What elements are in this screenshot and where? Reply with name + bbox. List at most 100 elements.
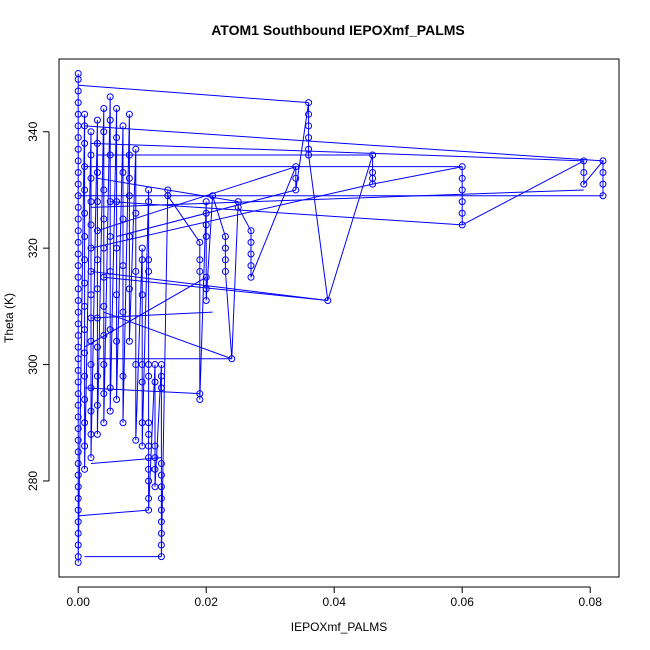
data-point (87, 267, 95, 275)
data-point (113, 244, 121, 252)
data-point (247, 227, 255, 235)
data-point (119, 168, 127, 176)
data-point (157, 471, 165, 479)
data-point (247, 273, 255, 281)
data-point (157, 506, 165, 514)
data-point (125, 151, 133, 159)
series-points (74, 70, 607, 566)
data-point (74, 343, 82, 351)
data-point (74, 355, 82, 363)
data-point (202, 198, 210, 206)
data-point (202, 297, 210, 305)
data-point (145, 372, 153, 380)
data-point (305, 122, 313, 130)
data-point (202, 233, 210, 241)
data-point (369, 180, 377, 188)
connector-line (97, 166, 296, 232)
data-point (74, 471, 82, 479)
data-point (74, 483, 82, 491)
plot-area-border (58, 58, 620, 578)
data-point (132, 267, 140, 275)
data-point (74, 238, 82, 246)
data-point (151, 465, 159, 473)
data-point (93, 401, 101, 409)
data-point (196, 256, 204, 264)
data-point (164, 192, 172, 200)
connector-line (103, 311, 232, 360)
data-point (247, 250, 255, 258)
connector-line (84, 276, 207, 348)
data-point (100, 186, 108, 194)
data-point (292, 186, 300, 194)
data-point (74, 250, 82, 258)
data-point (113, 337, 121, 345)
y-tick-label: 300 (26, 354, 40, 374)
data-point (81, 395, 89, 403)
data-point (125, 174, 133, 182)
data-point (87, 151, 95, 159)
data-point (247, 238, 255, 246)
data-point (74, 87, 82, 95)
data-point (74, 308, 82, 316)
data-point (113, 198, 121, 206)
data-point (93, 372, 101, 380)
data-point (93, 116, 101, 124)
data-point (87, 244, 95, 252)
data-point (93, 285, 101, 293)
data-point (599, 192, 607, 200)
data-point (93, 256, 101, 264)
data-point (305, 151, 313, 159)
data-point (74, 168, 82, 176)
data-point (157, 384, 165, 392)
data-point (145, 477, 153, 485)
data-point (87, 361, 95, 369)
data-point (74, 285, 82, 293)
data-point (113, 291, 121, 299)
x-tick-label: 0.04 (323, 595, 347, 609)
data-point (125, 337, 133, 345)
data-point (87, 384, 95, 392)
data-point (93, 343, 101, 351)
data-point (74, 390, 82, 398)
series-path (77, 73, 604, 563)
data-point (305, 134, 313, 142)
data-point (145, 186, 153, 194)
data-point (157, 553, 165, 561)
data-point (145, 198, 153, 206)
data-point (87, 174, 95, 182)
connector-line (90, 311, 213, 319)
data-point (106, 151, 114, 159)
data-point (202, 209, 210, 217)
data-point (106, 384, 114, 392)
y-tick-label: 340 (26, 121, 40, 141)
data-point (113, 134, 121, 142)
data-point (81, 465, 89, 473)
x-tick-label: 0.00 (67, 595, 91, 609)
data-point (106, 116, 114, 124)
connector-line (90, 142, 584, 162)
data-point (157, 361, 165, 369)
data-point (74, 494, 82, 502)
data-point (106, 267, 114, 275)
data-point (74, 378, 82, 386)
data-point (599, 157, 607, 165)
data-point (132, 145, 140, 153)
data-point (87, 221, 95, 229)
data-point (113, 104, 121, 112)
data-point (145, 267, 153, 275)
x-axis-label: IEPOXmf_PALMS (291, 620, 387, 634)
data-point (74, 203, 82, 211)
data-point (93, 430, 101, 438)
data-point (74, 558, 82, 566)
data-point (74, 227, 82, 235)
data-point (157, 518, 165, 526)
data-point (119, 122, 127, 130)
data-point (87, 337, 95, 345)
data-point (74, 262, 82, 270)
data-point (81, 186, 89, 194)
data-point (100, 361, 108, 369)
data-point (458, 174, 466, 182)
data-point (81, 349, 89, 357)
data-point (74, 448, 82, 456)
